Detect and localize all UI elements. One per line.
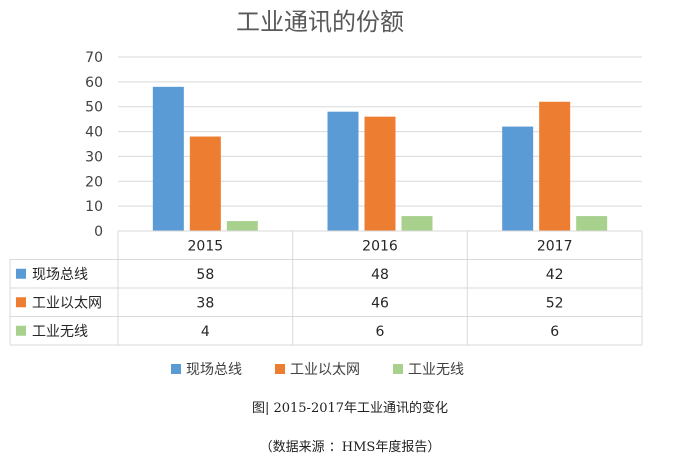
table-value: 46	[371, 295, 389, 311]
legend-swatch	[275, 364, 285, 374]
legend-entry: 现场总线	[186, 362, 242, 378]
legend-swatch	[393, 364, 403, 374]
x-tick-label: 2017	[537, 238, 573, 254]
bar	[401, 216, 433, 231]
y-tick-label: 0	[94, 224, 103, 240]
y-tick-label: 40	[85, 125, 103, 141]
y-tick-label: 30	[85, 149, 103, 165]
table-series-name: 现场总线	[32, 267, 88, 283]
table-value: 58	[196, 267, 214, 283]
bar	[327, 111, 359, 231]
source-note: （数据来源 ：HMS年度报告）	[259, 440, 441, 455]
table-series-swatch	[16, 297, 26, 308]
table-value: 38	[196, 295, 214, 311]
figure-caption: 图| 2015-2017年工业通讯的变化	[251, 401, 449, 416]
y-tick-label: 10	[85, 199, 103, 215]
y-tick-label: 60	[85, 75, 103, 91]
y-axis: 0 10 20 30 40 50 60 70	[85, 50, 103, 240]
legend-entry: 工业无线	[408, 362, 464, 378]
bar	[226, 221, 258, 231]
y-tick-label: 50	[85, 100, 103, 116]
y-tick-label: 20	[85, 174, 103, 190]
legend-swatch	[171, 364, 181, 374]
table-value: 6	[550, 324, 559, 340]
table-value: 4	[201, 324, 210, 340]
table-value: 42	[546, 267, 564, 283]
bar	[189, 136, 221, 231]
table-value: 52	[546, 295, 564, 311]
bar	[539, 101, 571, 231]
legend-entry: 工业以太网	[290, 362, 360, 378]
bars	[152, 86, 608, 231]
bar	[364, 116, 396, 231]
table-series-swatch	[16, 268, 26, 279]
x-tick-label: 2015	[188, 238, 224, 254]
table-series-swatch	[16, 325, 26, 336]
bar	[502, 126, 534, 231]
table-value: 6	[376, 324, 385, 340]
bar	[152, 86, 184, 231]
table-series-name: 工业无线	[32, 324, 88, 340]
x-tick-label: 2016	[362, 238, 398, 254]
bar-chart: 工业通讯的份额 0 10 20 30 40 50 60 70 2015 2016 2017 现场总线…	[9, 8, 643, 378]
table-series-name: 工业以太网	[32, 295, 102, 311]
legend: 现场总线 工业以太网 工业无线	[171, 362, 464, 378]
bar	[576, 216, 608, 231]
table-value: 48	[371, 267, 389, 283]
chart-title: 工业通讯的份额	[236, 8, 404, 36]
y-tick-label: 70	[85, 50, 103, 66]
